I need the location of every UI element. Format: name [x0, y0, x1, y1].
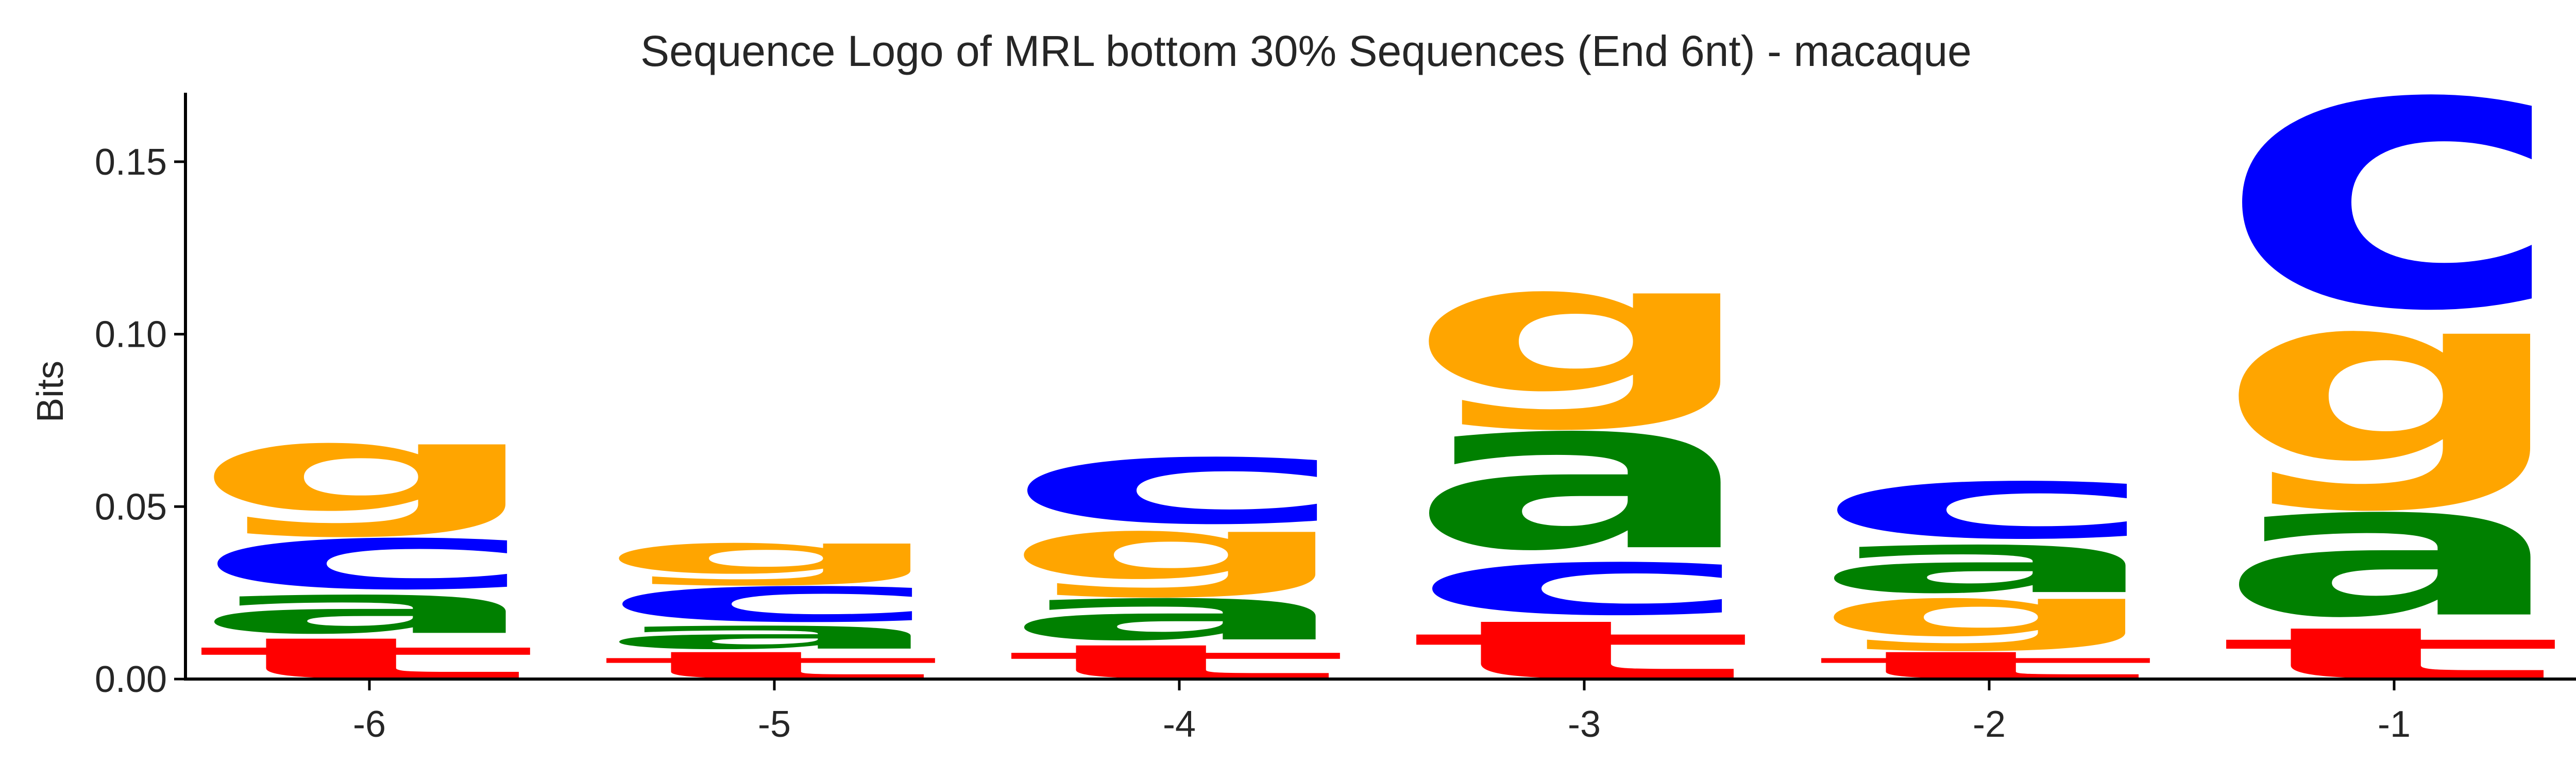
logo-letter-a: a	[192, 569, 547, 649]
logo-letter-a: a	[597, 611, 952, 658]
logo-letter-c: c	[1002, 413, 1357, 550]
y-tick-label: 0.00	[95, 659, 167, 700]
logo-letter-g: g	[2216, 246, 2572, 516]
logo-letter-a: a	[1811, 513, 2167, 612]
chart-title: Sequence Logo of MRL bottom 30% Sequence…	[640, 27, 1972, 75]
x-tick-label: -3	[1568, 704, 1601, 745]
x-tick-label: -4	[1163, 704, 1196, 745]
axis-ticks: 0.00 0.05 0.10 0.15 -6 -5 -4 -3 -2 -1	[95, 142, 2411, 745]
y-tick-label: 0.10	[95, 314, 167, 355]
x-tick-label: -2	[1973, 704, 2006, 745]
logo-letter-a: a	[2216, 444, 2572, 658]
logo-letter-a: a	[1002, 571, 1357, 657]
logo-letter-c: c	[1811, 444, 2167, 562]
logo-letter-g: g	[1811, 573, 2167, 653]
logo-letter-g: g	[1002, 499, 1357, 600]
logo-letter-c: c	[2216, 0, 2572, 393]
x-tick-label: -6	[353, 704, 386, 745]
x-tick-label: -5	[758, 704, 791, 745]
logo-letter-a: a	[1406, 354, 1762, 597]
logo-letter-g: g	[1406, 225, 1762, 434]
y-tick-label: 0.15	[95, 142, 167, 183]
logo-letter-g: g	[597, 522, 952, 587]
x-tick-label: -1	[2378, 704, 2411, 745]
logo-letter-c: c	[1406, 528, 1762, 636]
logo-letter-g: g	[192, 398, 547, 539]
logo-letter-c: c	[192, 504, 547, 609]
y-axis-label: Bits	[30, 361, 71, 422]
y-tick-label: 0.05	[95, 486, 167, 528]
logo-letter-c: c	[597, 563, 952, 636]
